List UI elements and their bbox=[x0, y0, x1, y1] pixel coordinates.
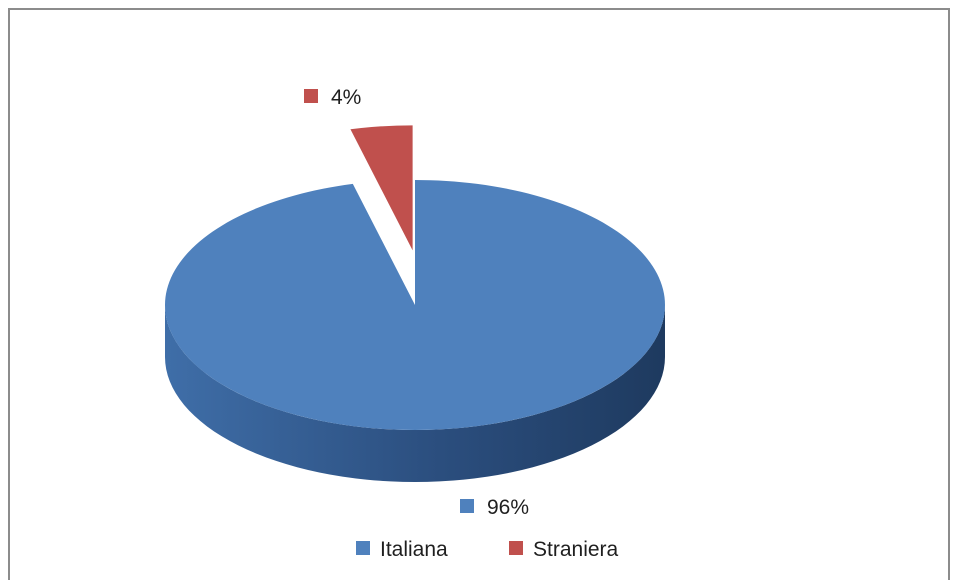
label-layer: 96% 4% bbox=[304, 86, 529, 519]
data-label-italiana: 96% bbox=[487, 496, 529, 519]
data-label-swatch-straniera bbox=[304, 89, 318, 103]
slice-side-italiana bbox=[165, 305, 665, 482]
legend-label-straniera: Straniera bbox=[533, 538, 619, 561]
data-label-straniera: 4% bbox=[331, 86, 361, 109]
legend-swatch-italiana bbox=[356, 541, 370, 555]
legend: Italiana Straniera bbox=[356, 538, 619, 561]
legend-swatch-straniera bbox=[509, 541, 523, 555]
slice-italiana[interactable] bbox=[164, 180, 665, 431]
pie-layer bbox=[164, 125, 665, 482]
legend-label-italiana: Italiana bbox=[380, 538, 448, 561]
data-label-swatch-italiana bbox=[460, 499, 474, 513]
slice-straniera[interactable] bbox=[350, 125, 413, 251]
